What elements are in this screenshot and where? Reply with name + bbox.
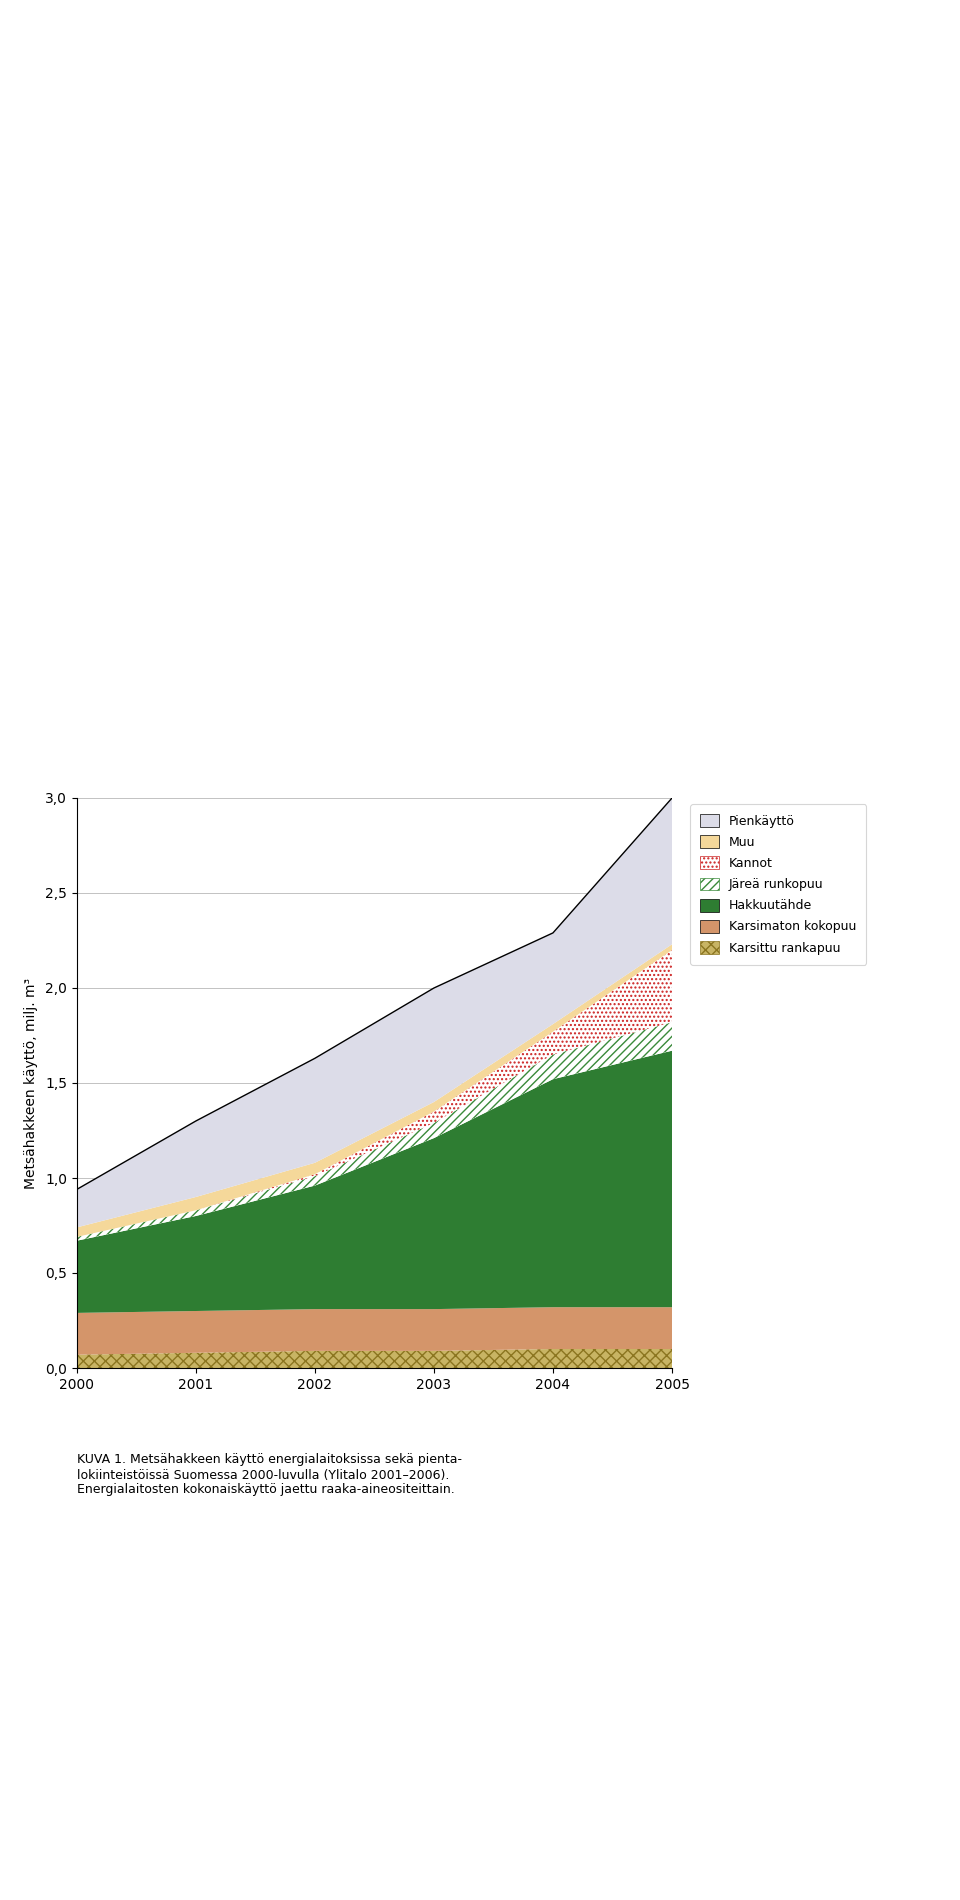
Text: KUVA 1. Metsähakkeen käyttö energialaitoksissa sekä pienta-
lokiinteistöissä Suo: KUVA 1. Metsähakkeen käyttö energialaito… — [77, 1454, 462, 1497]
Y-axis label: Metsähakkeen käyttö, milj. m³: Metsähakkeen käyttö, milj. m³ — [24, 977, 38, 1189]
Legend: Pienkäyttö, Muu, Kannot, Järeä runkopuu, Hakkuutähde, Karsimaton kokopuu, Karsit: Pienkäyttö, Muu, Kannot, Järeä runkopuu,… — [690, 804, 866, 965]
